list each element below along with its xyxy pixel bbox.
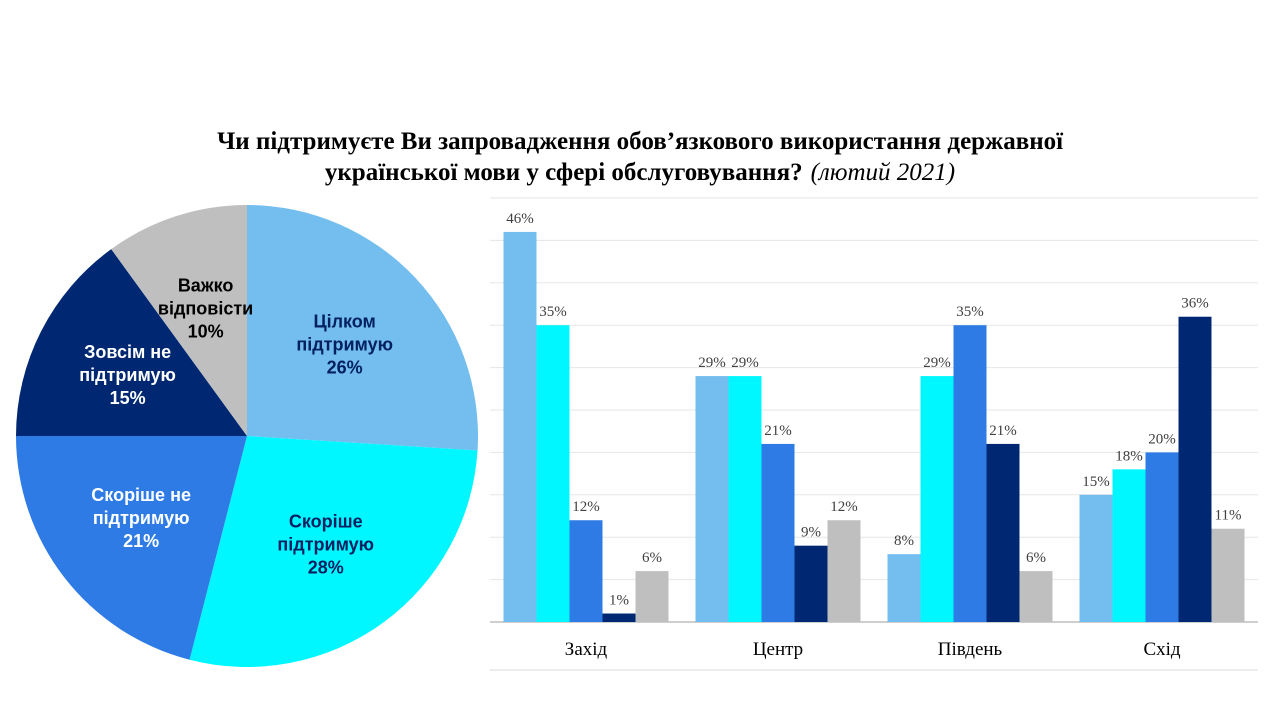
bar-Захід-2 bbox=[536, 325, 570, 622]
bar-Захід-3 bbox=[569, 520, 603, 622]
category-label: Центр bbox=[753, 639, 803, 660]
pie-slice-label-3: Скоріше не підтримую 21% bbox=[91, 485, 191, 551]
pie-slice-4 bbox=[16, 249, 247, 436]
bar-value-label: 8% bbox=[894, 533, 914, 549]
pie-slice-label-4: Зовсім не підтримую 15% bbox=[79, 342, 176, 408]
title-line-1: Чи підтримуєте Ви запровадження обов’язк… bbox=[216, 128, 1064, 155]
title-line-2: української мови у сфері обслуговування? bbox=[324, 159, 803, 186]
category-label: Схід bbox=[1143, 639, 1180, 660]
pie-slice-label-2: Скоріше підтримую 28% bbox=[277, 511, 374, 577]
bar-Центр-4 bbox=[794, 545, 828, 622]
pie-slice-3 bbox=[16, 436, 247, 660]
pie-slice-2 bbox=[189, 436, 478, 667]
category-label: Південь bbox=[938, 639, 1003, 660]
category-label: Захід bbox=[565, 639, 608, 660]
bar-value-label: 35% bbox=[956, 304, 984, 320]
bar-Південь-1 bbox=[887, 554, 921, 622]
bar-value-label: 6% bbox=[1026, 550, 1046, 566]
bar-Центр-1 bbox=[695, 376, 729, 622]
bar-value-label: 29% bbox=[698, 355, 726, 371]
bar-value-label: 35% bbox=[539, 304, 567, 320]
bar-Центр-5 bbox=[827, 520, 861, 622]
bar-value-label: 15% bbox=[1082, 474, 1110, 490]
bar-value-label: 9% bbox=[801, 525, 821, 541]
bar-Центр-2 bbox=[728, 376, 762, 622]
bar-Захід-5 bbox=[635, 571, 669, 622]
bar-Схід-2 bbox=[1112, 469, 1146, 622]
bar-Схід-1 bbox=[1079, 494, 1113, 622]
bar-value-label: 29% bbox=[923, 355, 951, 371]
pie-slice-5 bbox=[111, 205, 247, 436]
pie-slice-1 bbox=[247, 205, 479, 451]
bar-Південь-4 bbox=[986, 443, 1020, 622]
bar-Схід-4 bbox=[1178, 316, 1212, 622]
bar-Захід-4 bbox=[602, 613, 636, 622]
bar-value-label: 29% bbox=[731, 355, 759, 371]
bar-value-label: 6% bbox=[642, 550, 662, 566]
title-subtitle: (лютий 2021) bbox=[810, 159, 956, 186]
bar-Центр-3 bbox=[761, 443, 795, 622]
bar-Схід-5 bbox=[1211, 528, 1245, 622]
pie-slice-label-1: Цілком підтримую 26% bbox=[296, 311, 393, 377]
bar-Захід-1 bbox=[503, 231, 537, 623]
bar-Південь-5 bbox=[1019, 571, 1053, 622]
chart-title: Чи підтримуєте Ви запровадження обов’язк… bbox=[0, 126, 1280, 188]
bar-value-label: 12% bbox=[830, 499, 858, 515]
bar-Схід-3 bbox=[1145, 452, 1179, 622]
bar-value-label: 21% bbox=[764, 423, 792, 439]
pie-chart: Цілком підтримую 26% Скоріше підтримую 28% Ско… bbox=[16, 205, 479, 667]
bar-value-label: 1% bbox=[609, 593, 629, 609]
bar-value-label: 46% bbox=[506, 211, 534, 227]
bar-Південь-2 bbox=[920, 376, 954, 622]
bar-value-label: 20% bbox=[1148, 431, 1176, 447]
bar-value-label: 36% bbox=[1181, 296, 1209, 312]
bar-value-label: 18% bbox=[1115, 448, 1143, 464]
bar-value-label: 12% bbox=[572, 499, 600, 515]
bar-chart: 46% 35% 12% 1% 6% Захід 29% 29% 21% 9% 12% Центр 8% 2… bbox=[490, 197, 1258, 671]
bar-value-label: 21% bbox=[989, 423, 1017, 439]
bar-Південь-3 bbox=[953, 325, 987, 622]
pie-slice-label-5: Важко відповісти 10% bbox=[158, 276, 253, 342]
bar-value-label: 11% bbox=[1215, 508, 1242, 524]
